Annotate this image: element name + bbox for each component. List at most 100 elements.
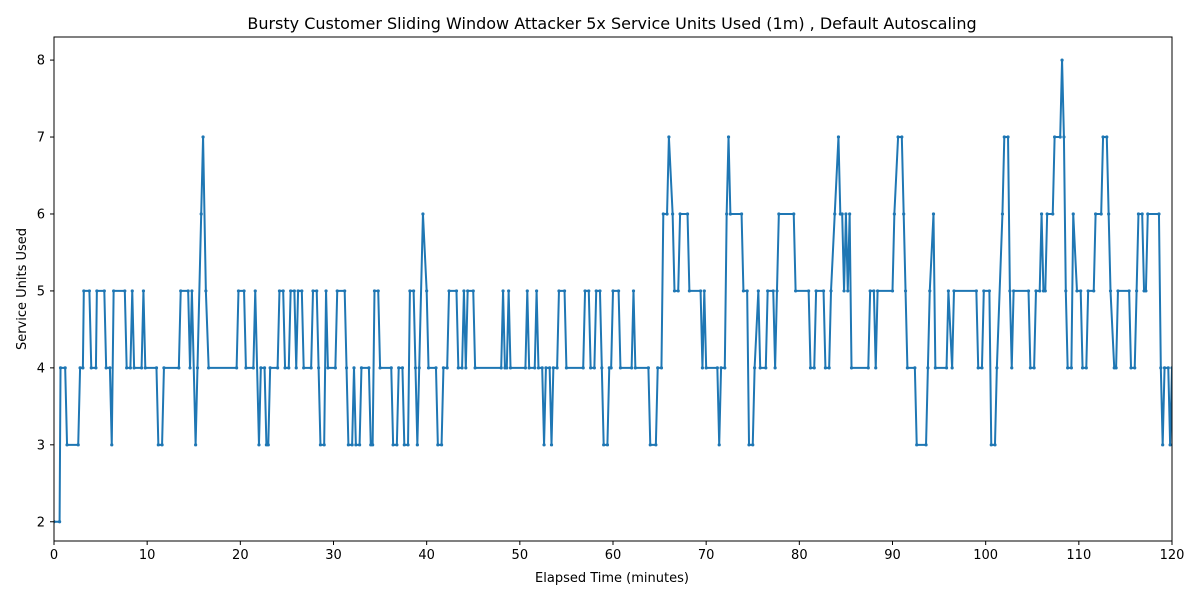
data-point (112, 289, 116, 293)
data-point (413, 366, 418, 370)
data-point (1080, 366, 1085, 370)
data-point (244, 366, 248, 370)
data-point (1161, 443, 1165, 447)
data-point (1127, 289, 1131, 293)
data-point (1028, 366, 1032, 370)
data-point (1006, 135, 1010, 139)
data-point (527, 366, 531, 370)
data-point (251, 366, 255, 370)
data-point (758, 366, 762, 370)
x-tick-label: 10 (139, 548, 156, 563)
data-point (849, 366, 854, 370)
x-tick-label: 90 (884, 548, 901, 563)
data-point (587, 289, 591, 293)
data-point (81, 366, 85, 370)
data-point (1094, 212, 1098, 216)
data-point (523, 366, 528, 370)
data-point (933, 366, 937, 370)
data-point (702, 289, 706, 293)
data-point (266, 443, 270, 447)
x-axis-label: Elapsed Time (minutes) (535, 571, 689, 586)
data-point (952, 289, 956, 293)
x-tick-label: 60 (605, 548, 622, 563)
data-point (915, 443, 919, 447)
data-point (633, 366, 637, 370)
y-tick-label: 6 (37, 207, 45, 222)
data-point (903, 289, 908, 293)
data-point (974, 289, 978, 293)
data-point (123, 289, 127, 293)
data-point (535, 289, 539, 293)
data-point (499, 366, 503, 370)
data-point (207, 366, 211, 370)
data-point (464, 366, 468, 370)
data-point (125, 366, 129, 370)
data-point (987, 289, 991, 293)
y-tick-label: 2 (37, 515, 45, 530)
data-point (1000, 212, 1005, 216)
data-point (445, 366, 449, 370)
data-point (421, 212, 425, 216)
data-point (439, 443, 444, 447)
data-point (57, 520, 62, 524)
data-point (993, 443, 997, 447)
data-point (344, 366, 349, 370)
data-point (836, 135, 841, 139)
data-point (739, 212, 744, 216)
data-point (283, 366, 287, 370)
data-point (326, 366, 330, 370)
data-point (1086, 289, 1090, 293)
data-point (466, 289, 470, 293)
data-point (665, 212, 669, 216)
data-point (505, 366, 509, 370)
data-point (747, 443, 751, 447)
data-point (1168, 443, 1172, 447)
data-point (646, 366, 651, 370)
data-point (501, 289, 505, 293)
data-point (1135, 289, 1139, 293)
data-point (715, 366, 719, 370)
data-point (548, 366, 552, 370)
data-point (395, 443, 399, 447)
data-point (276, 366, 280, 370)
data-point (400, 366, 405, 370)
data-point (156, 443, 160, 447)
data-point (611, 289, 615, 293)
data-point (931, 212, 936, 216)
data-point (950, 366, 954, 370)
data-point (277, 289, 282, 293)
data-point (95, 289, 99, 293)
x-tick-label: 40 (418, 548, 435, 563)
data-point (542, 443, 546, 447)
data-point (1053, 135, 1057, 139)
data-point (333, 366, 337, 370)
data-point (661, 212, 665, 216)
data-point (378, 366, 382, 370)
data-point (902, 212, 906, 216)
data-point (456, 366, 460, 370)
data-point (823, 366, 828, 370)
data-point (259, 366, 263, 370)
data-point (287, 366, 291, 370)
data-point (600, 366, 604, 370)
data-point (402, 443, 406, 447)
data-point (1166, 366, 1170, 370)
data-point (316, 366, 321, 370)
data-point (848, 212, 852, 216)
plot-frame (53, 36, 1173, 542)
data-point (94, 366, 98, 370)
data-point (425, 289, 429, 293)
data-point (139, 366, 144, 370)
y-tick-label: 4 (37, 361, 45, 376)
data-point (322, 443, 326, 447)
data-point (82, 289, 86, 293)
data-point (309, 366, 313, 370)
data-point (1133, 366, 1137, 370)
data-point (1099, 212, 1103, 216)
data-point (143, 366, 147, 370)
y-tick-label: 7 (37, 131, 45, 146)
data-point (808, 366, 813, 370)
data-point (807, 289, 811, 293)
data-point (764, 366, 768, 370)
data-point (1051, 212, 1055, 216)
